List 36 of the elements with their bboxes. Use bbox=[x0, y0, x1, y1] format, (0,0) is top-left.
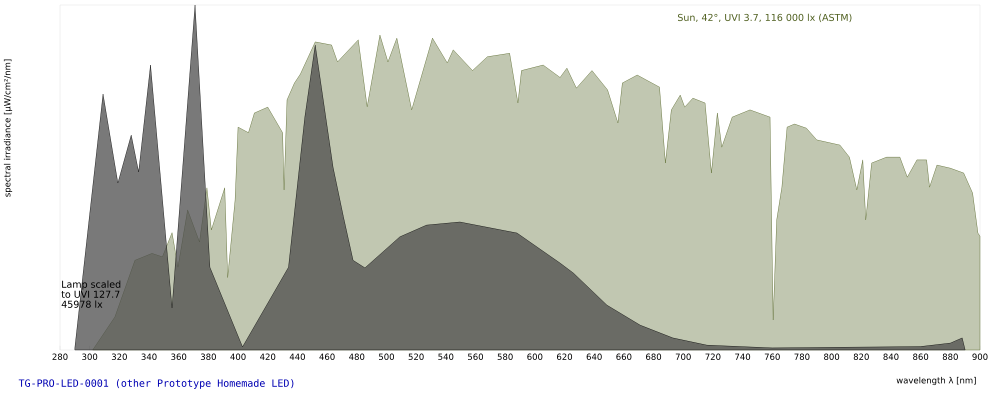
x-tick-label: 420 bbox=[260, 354, 276, 360]
x-tick-label: 500 bbox=[379, 354, 394, 360]
x-axis-title: wavelength λ [nm] bbox=[896, 376, 976, 386]
x-tick-label: 440 bbox=[290, 354, 305, 360]
x-tick-label: 780 bbox=[794, 354, 810, 360]
text: Sun, 42°, UVI 3.7, 116 000 lx (ASTM) bbox=[678, 14, 852, 22]
x-tick-label: 280 bbox=[52, 354, 68, 360]
x-tick-label: 640 bbox=[586, 354, 602, 360]
x-tick-label: 700 bbox=[676, 354, 691, 360]
x-tick-label: 680 bbox=[646, 354, 662, 360]
x-tick-label: 900 bbox=[972, 354, 988, 360]
y-axis-title: spectral irradiance [µW/cm²/nm] bbox=[4, 60, 12, 197]
x-tick-label: 620 bbox=[557, 354, 572, 360]
x-tick-label: 560 bbox=[468, 354, 484, 360]
x-tick-label: 600 bbox=[527, 354, 542, 360]
text: TG-PRO-LED-0001 (other Prototype Homemade LED) bbox=[18, 379, 294, 389]
x-tick-label: 480 bbox=[349, 354, 364, 360]
x-tick-label: 300 bbox=[82, 354, 98, 360]
x-tick-label: 400 bbox=[230, 354, 246, 360]
x-tick-label: 840 bbox=[883, 354, 899, 360]
x-tick-label: 380 bbox=[200, 354, 216, 360]
x-tick-label: 760 bbox=[764, 354, 780, 360]
x-tick-label: 580 bbox=[498, 354, 513, 360]
x-tick-label: 800 bbox=[824, 354, 840, 360]
x-tick-label: 720 bbox=[705, 354, 720, 360]
x-tick-label: 660 bbox=[616, 354, 632, 360]
x-tick-label: 340 bbox=[142, 354, 157, 360]
x-tick-label: 820 bbox=[854, 354, 869, 360]
x-tick-label: 860 bbox=[913, 354, 928, 360]
x-tick-label: 540 bbox=[438, 354, 454, 360]
x-tick-label: 360 bbox=[171, 354, 186, 360]
x-tick-label: 880 bbox=[942, 354, 958, 360]
x-tick-label: 520 bbox=[408, 354, 424, 360]
x-tick-label: 320 bbox=[112, 354, 127, 360]
x-tick-label: 460 bbox=[319, 354, 335, 360]
x-tick-label: 740 bbox=[735, 354, 750, 360]
